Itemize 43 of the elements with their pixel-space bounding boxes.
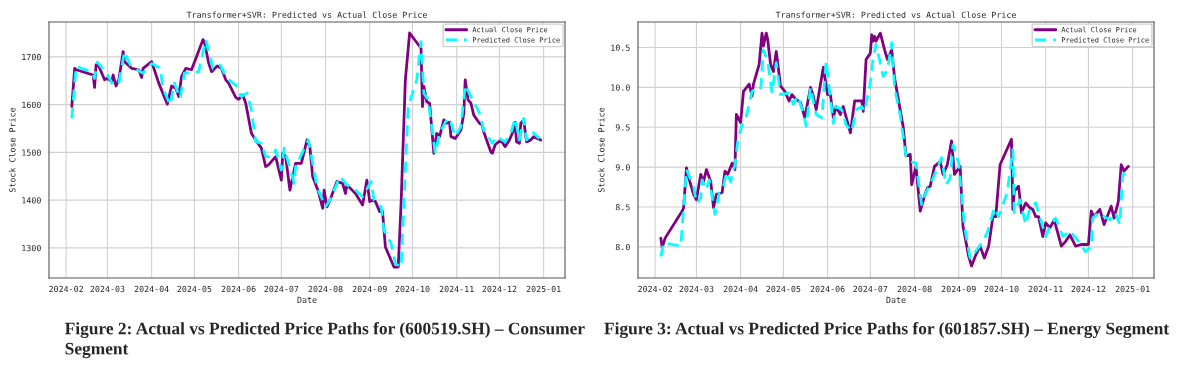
x-tick-label: 2024-12: [1071, 285, 1106, 293]
y-tick-label: 9.5: [615, 124, 630, 131]
x-tick-label: 2024-04: [134, 285, 169, 293]
y-tick-label: 8.0: [615, 243, 630, 251]
x-tick-label: 2024-09: [941, 285, 976, 293]
y-tick-label: 1400: [22, 197, 41, 204]
y-tick-label: 8.5: [615, 204, 630, 211]
x-tick-label: 2024-09: [352, 285, 387, 293]
x-tick-label: 2024-11: [439, 285, 474, 293]
x-tick-label: 2024-06: [221, 285, 256, 293]
y-tick-label: 9.0: [615, 164, 630, 171]
x-tick-label: 2024-08: [897, 285, 932, 293]
x-tick-label: 2024-06: [810, 285, 845, 293]
y-tick-label: 1300: [22, 244, 41, 252]
y-tick-label: 10.0: [611, 84, 630, 91]
x-tick-label: 2024-08: [308, 285, 343, 293]
x-tick-label: 2024-07: [853, 285, 888, 293]
y-tick-label: 1500: [22, 149, 41, 156]
y-tick-label: 1700: [22, 53, 41, 61]
x-tick-label: 2024-05: [177, 285, 212, 293]
x-tick-label: 2024-03: [679, 285, 714, 293]
caption: Figure 3: Actual vs Predicted Price Paths for (601857.SH) – Energy Segment: [604, 322, 1170, 339]
x-tick-label: 2024-07: [264, 285, 299, 293]
x-tick-label: 2024-02: [638, 285, 672, 293]
x-axis-title: Date: [297, 296, 317, 304]
y-axis-title: Stock Close Price: [598, 107, 605, 193]
x-axis-title: Date: [886, 296, 906, 304]
x-tick-label: 2024-10: [395, 285, 430, 293]
x-tick-label: 2024-04: [723, 285, 758, 293]
x-tick-label: 2025-01: [526, 285, 561, 293]
x-tick-label: 2024-10: [984, 285, 1019, 293]
caption: Figure 2: Actual vs Predicted Price Paths for (600519.SH) – Consumer Segment: [64, 322, 585, 359]
y-tick-label: 1600: [22, 101, 41, 108]
x-tick-label: 2025-01: [1115, 285, 1150, 293]
y-axis-title: Stock Close Price: [9, 107, 16, 193]
y-tick-label: 10.5: [611, 44, 630, 51]
x-tick-label: 2024-02: [49, 285, 83, 293]
chart-title: Transformer+SVR: Predicted vs Actual Close Price: [186, 11, 427, 18]
x-tick-label: 2024-03: [90, 285, 125, 293]
chart-title: Transformer+SVR: Predicted vs Actual Close Price: [775, 11, 1016, 18]
x-tick-label: 2024-05: [766, 285, 801, 293]
x-tick-label: 2024-11: [1028, 285, 1063, 293]
x-tick-label: 2024-12: [482, 285, 517, 293]
